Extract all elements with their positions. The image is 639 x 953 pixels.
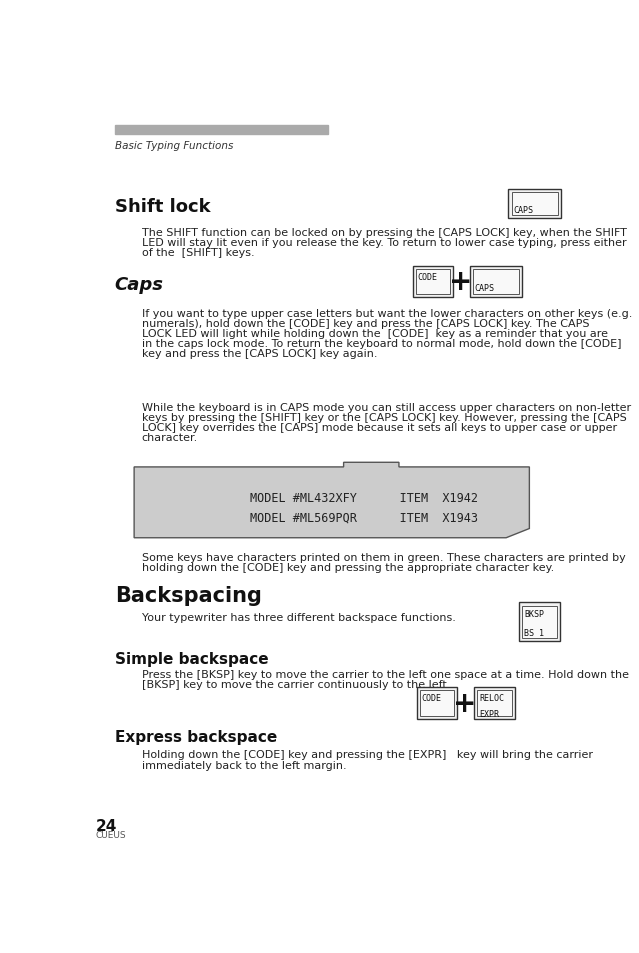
Text: numerals), hold down the [CODE] key and press the [CAPS LOCK] key. The CAPS: numerals), hold down the [CODE] key and … bbox=[142, 318, 589, 328]
FancyBboxPatch shape bbox=[413, 267, 454, 297]
Text: The SHIFT function can be locked on by pressing the [CAPS LOCK] key, when the SH: The SHIFT function can be locked on by p… bbox=[142, 228, 627, 238]
Text: While the keyboard is in CAPS mode you can still access upper characters on non-: While the keyboard is in CAPS mode you c… bbox=[142, 403, 631, 413]
Text: LOCK] key overrides the [CAPS] mode because it sets all keys to upper case or up: LOCK] key overrides the [CAPS] mode beca… bbox=[142, 423, 617, 433]
FancyBboxPatch shape bbox=[420, 691, 454, 717]
Text: BS 1: BS 1 bbox=[524, 628, 544, 638]
Text: CODE: CODE bbox=[422, 694, 442, 702]
FancyBboxPatch shape bbox=[417, 687, 458, 720]
Text: in the caps lock mode. To return the keyboard to normal mode, hold down the [COD: in the caps lock mode. To return the key… bbox=[142, 338, 621, 348]
Text: +: + bbox=[453, 690, 477, 718]
Text: +: + bbox=[449, 268, 472, 296]
Text: character.: character. bbox=[142, 433, 198, 443]
FancyBboxPatch shape bbox=[477, 691, 512, 717]
Text: keys by pressing the [SHIFT] key or the [CAPS LOCK] key. However, pressing the [: keys by pressing the [SHIFT] key or the … bbox=[142, 413, 627, 423]
Text: [BKSP] key to move the carrier continuously to the left.: [BKSP] key to move the carrier continuou… bbox=[142, 679, 450, 690]
Text: RELOC: RELOC bbox=[479, 694, 504, 702]
Text: BKSP: BKSP bbox=[524, 609, 544, 618]
FancyBboxPatch shape bbox=[509, 190, 561, 219]
Text: Your typewriter has three different backspace functions.: Your typewriter has three different back… bbox=[142, 613, 456, 623]
Text: LED will stay lit even if you release the key. To return to lower case typing, p: LED will stay lit even if you release th… bbox=[142, 238, 626, 248]
Text: of the  [SHIFT] keys.: of the [SHIFT] keys. bbox=[142, 248, 254, 258]
Text: Simple backspace: Simple backspace bbox=[115, 651, 268, 666]
Text: holding down the [CODE] key and pressing the appropriate character key.: holding down the [CODE] key and pressing… bbox=[142, 563, 554, 573]
FancyBboxPatch shape bbox=[474, 687, 514, 720]
Text: Shift lock: Shift lock bbox=[115, 197, 210, 215]
FancyBboxPatch shape bbox=[416, 270, 450, 294]
Text: EXPR: EXPR bbox=[479, 709, 499, 718]
Text: Press the [BKSP] key to move the carrier to the left one space at a time. Hold d: Press the [BKSP] key to move the carrier… bbox=[142, 670, 629, 679]
Text: CODE: CODE bbox=[418, 273, 438, 282]
Text: immediately back to the left margin.: immediately back to the left margin. bbox=[142, 760, 346, 770]
Text: Holding down the [CODE] key and pressing the [EXPR]   key will bring the carrier: Holding down the [CODE] key and pressing… bbox=[142, 750, 593, 760]
Text: Basic Typing Functions: Basic Typing Functions bbox=[115, 141, 233, 152]
Text: Caps: Caps bbox=[115, 275, 164, 294]
FancyBboxPatch shape bbox=[470, 267, 523, 297]
Polygon shape bbox=[134, 463, 529, 538]
Bar bbox=[115, 126, 328, 135]
Text: LOCK LED will light while holding down the  [CODE]  key as a reminder that you a: LOCK LED will light while holding down t… bbox=[142, 328, 608, 338]
Text: Backspacing: Backspacing bbox=[115, 585, 261, 605]
FancyBboxPatch shape bbox=[523, 606, 557, 639]
Text: key and press the [CAPS LOCK] key again.: key and press the [CAPS LOCK] key again. bbox=[142, 348, 378, 358]
FancyBboxPatch shape bbox=[512, 193, 558, 216]
Text: Some keys have characters printed on them in green. These characters are printed: Some keys have characters printed on the… bbox=[142, 553, 626, 563]
Text: 24: 24 bbox=[95, 819, 117, 833]
Text: MODEL #ML432XFY      ITEM  X1942
MODEL #ML569PQR      ITEM  X1943: MODEL #ML432XFY ITEM X1942 MODEL #ML569P… bbox=[250, 491, 479, 524]
Text: If you want to type upper case letters but want the lower characters on other ke: If you want to type upper case letters b… bbox=[142, 308, 632, 318]
Text: Express backspace: Express backspace bbox=[115, 730, 277, 744]
FancyBboxPatch shape bbox=[520, 603, 560, 641]
FancyBboxPatch shape bbox=[473, 270, 520, 294]
Text: CAPS: CAPS bbox=[513, 206, 533, 214]
Text: CAPS: CAPS bbox=[474, 284, 495, 293]
Text: CUEUS: CUEUS bbox=[95, 830, 126, 839]
